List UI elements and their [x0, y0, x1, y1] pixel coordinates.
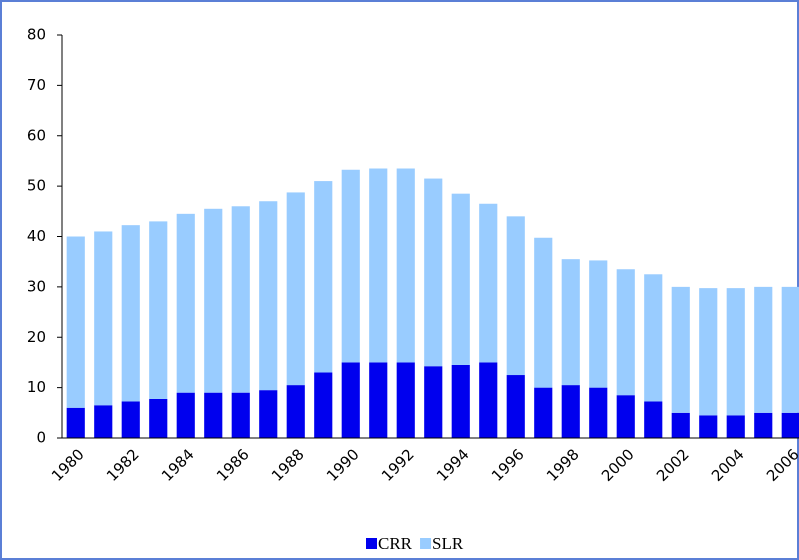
legend-label: SLR: [432, 534, 464, 553]
bar-segment: [671, 286, 690, 413]
bar-segment: [479, 203, 498, 363]
y-tick-label: 0: [36, 429, 46, 447]
bar-segment: [616, 395, 635, 438]
y-tick-label: 30: [27, 277, 46, 295]
bar-segment: [534, 387, 553, 438]
bar-segment: [479, 362, 498, 438]
bar-segment: [314, 372, 333, 438]
bar-segment: [286, 385, 305, 438]
bar-segment: [231, 392, 250, 438]
bar-segment: [506, 375, 525, 438]
bar-segment: [781, 286, 799, 413]
bar-segment: [341, 169, 360, 363]
bar-segment: [259, 201, 278, 391]
bar-segment: [506, 216, 525, 376]
bar-segment: [589, 387, 608, 438]
bar-segment: [396, 168, 415, 363]
bar-segment: [781, 412, 799, 438]
y-tick-label: 50: [27, 177, 46, 195]
bar-segment: [451, 364, 470, 438]
bar-segment: [121, 401, 140, 438]
bar-segment: [341, 362, 360, 438]
bar-segment: [121, 225, 140, 402]
bar-segment: [424, 366, 443, 438]
bar-segment: [671, 412, 690, 438]
legend-swatch: [366, 538, 377, 549]
bar-segment: [314, 181, 333, 373]
bar-segment: [176, 392, 195, 438]
bar-segment: [726, 288, 745, 416]
legend-label: CRR: [378, 534, 413, 553]
bar-segment: [699, 288, 718, 416]
bar-segment: [286, 192, 305, 386]
y-tick-label: 40: [27, 227, 46, 245]
bar-segment: [149, 398, 168, 438]
bar-segment: [369, 168, 388, 363]
bar-segment: [699, 415, 718, 438]
legend: CRR SLR: [366, 534, 464, 553]
y-tick-label: 80: [27, 26, 46, 44]
y-tick-label: 10: [27, 378, 46, 396]
bar-segment: [369, 362, 388, 438]
bar-segment: [94, 405, 113, 438]
bar-segment: [644, 401, 663, 438]
bar-segment: [94, 231, 113, 406]
bar-segment: [204, 392, 223, 438]
bar-segment: [66, 407, 85, 438]
bar-segment: [561, 259, 580, 386]
y-tick-label: 60: [27, 126, 46, 144]
legend-swatch: [420, 538, 432, 549]
bar-segment: [754, 412, 773, 438]
bar-segment: [149, 221, 168, 399]
bar-segment: [644, 274, 663, 402]
y-tick-label: 20: [27, 328, 46, 346]
bar-segment: [589, 260, 608, 388]
bar-segment: [424, 178, 443, 367]
bar-segment: [561, 385, 580, 438]
bar-segment: [231, 206, 250, 393]
bar-segment: [754, 286, 773, 413]
bar-segment: [204, 208, 223, 393]
bar-segment: [726, 415, 745, 438]
bar-segment: [534, 237, 553, 388]
bar-segment: [259, 390, 278, 438]
bar-segment: [451, 193, 470, 365]
bar-segment: [176, 213, 195, 393]
bar-segment: [616, 269, 635, 396]
y-tick-label: 70: [27, 76, 46, 94]
bar-segment: [396, 362, 415, 438]
bar-segment: [66, 236, 85, 408]
